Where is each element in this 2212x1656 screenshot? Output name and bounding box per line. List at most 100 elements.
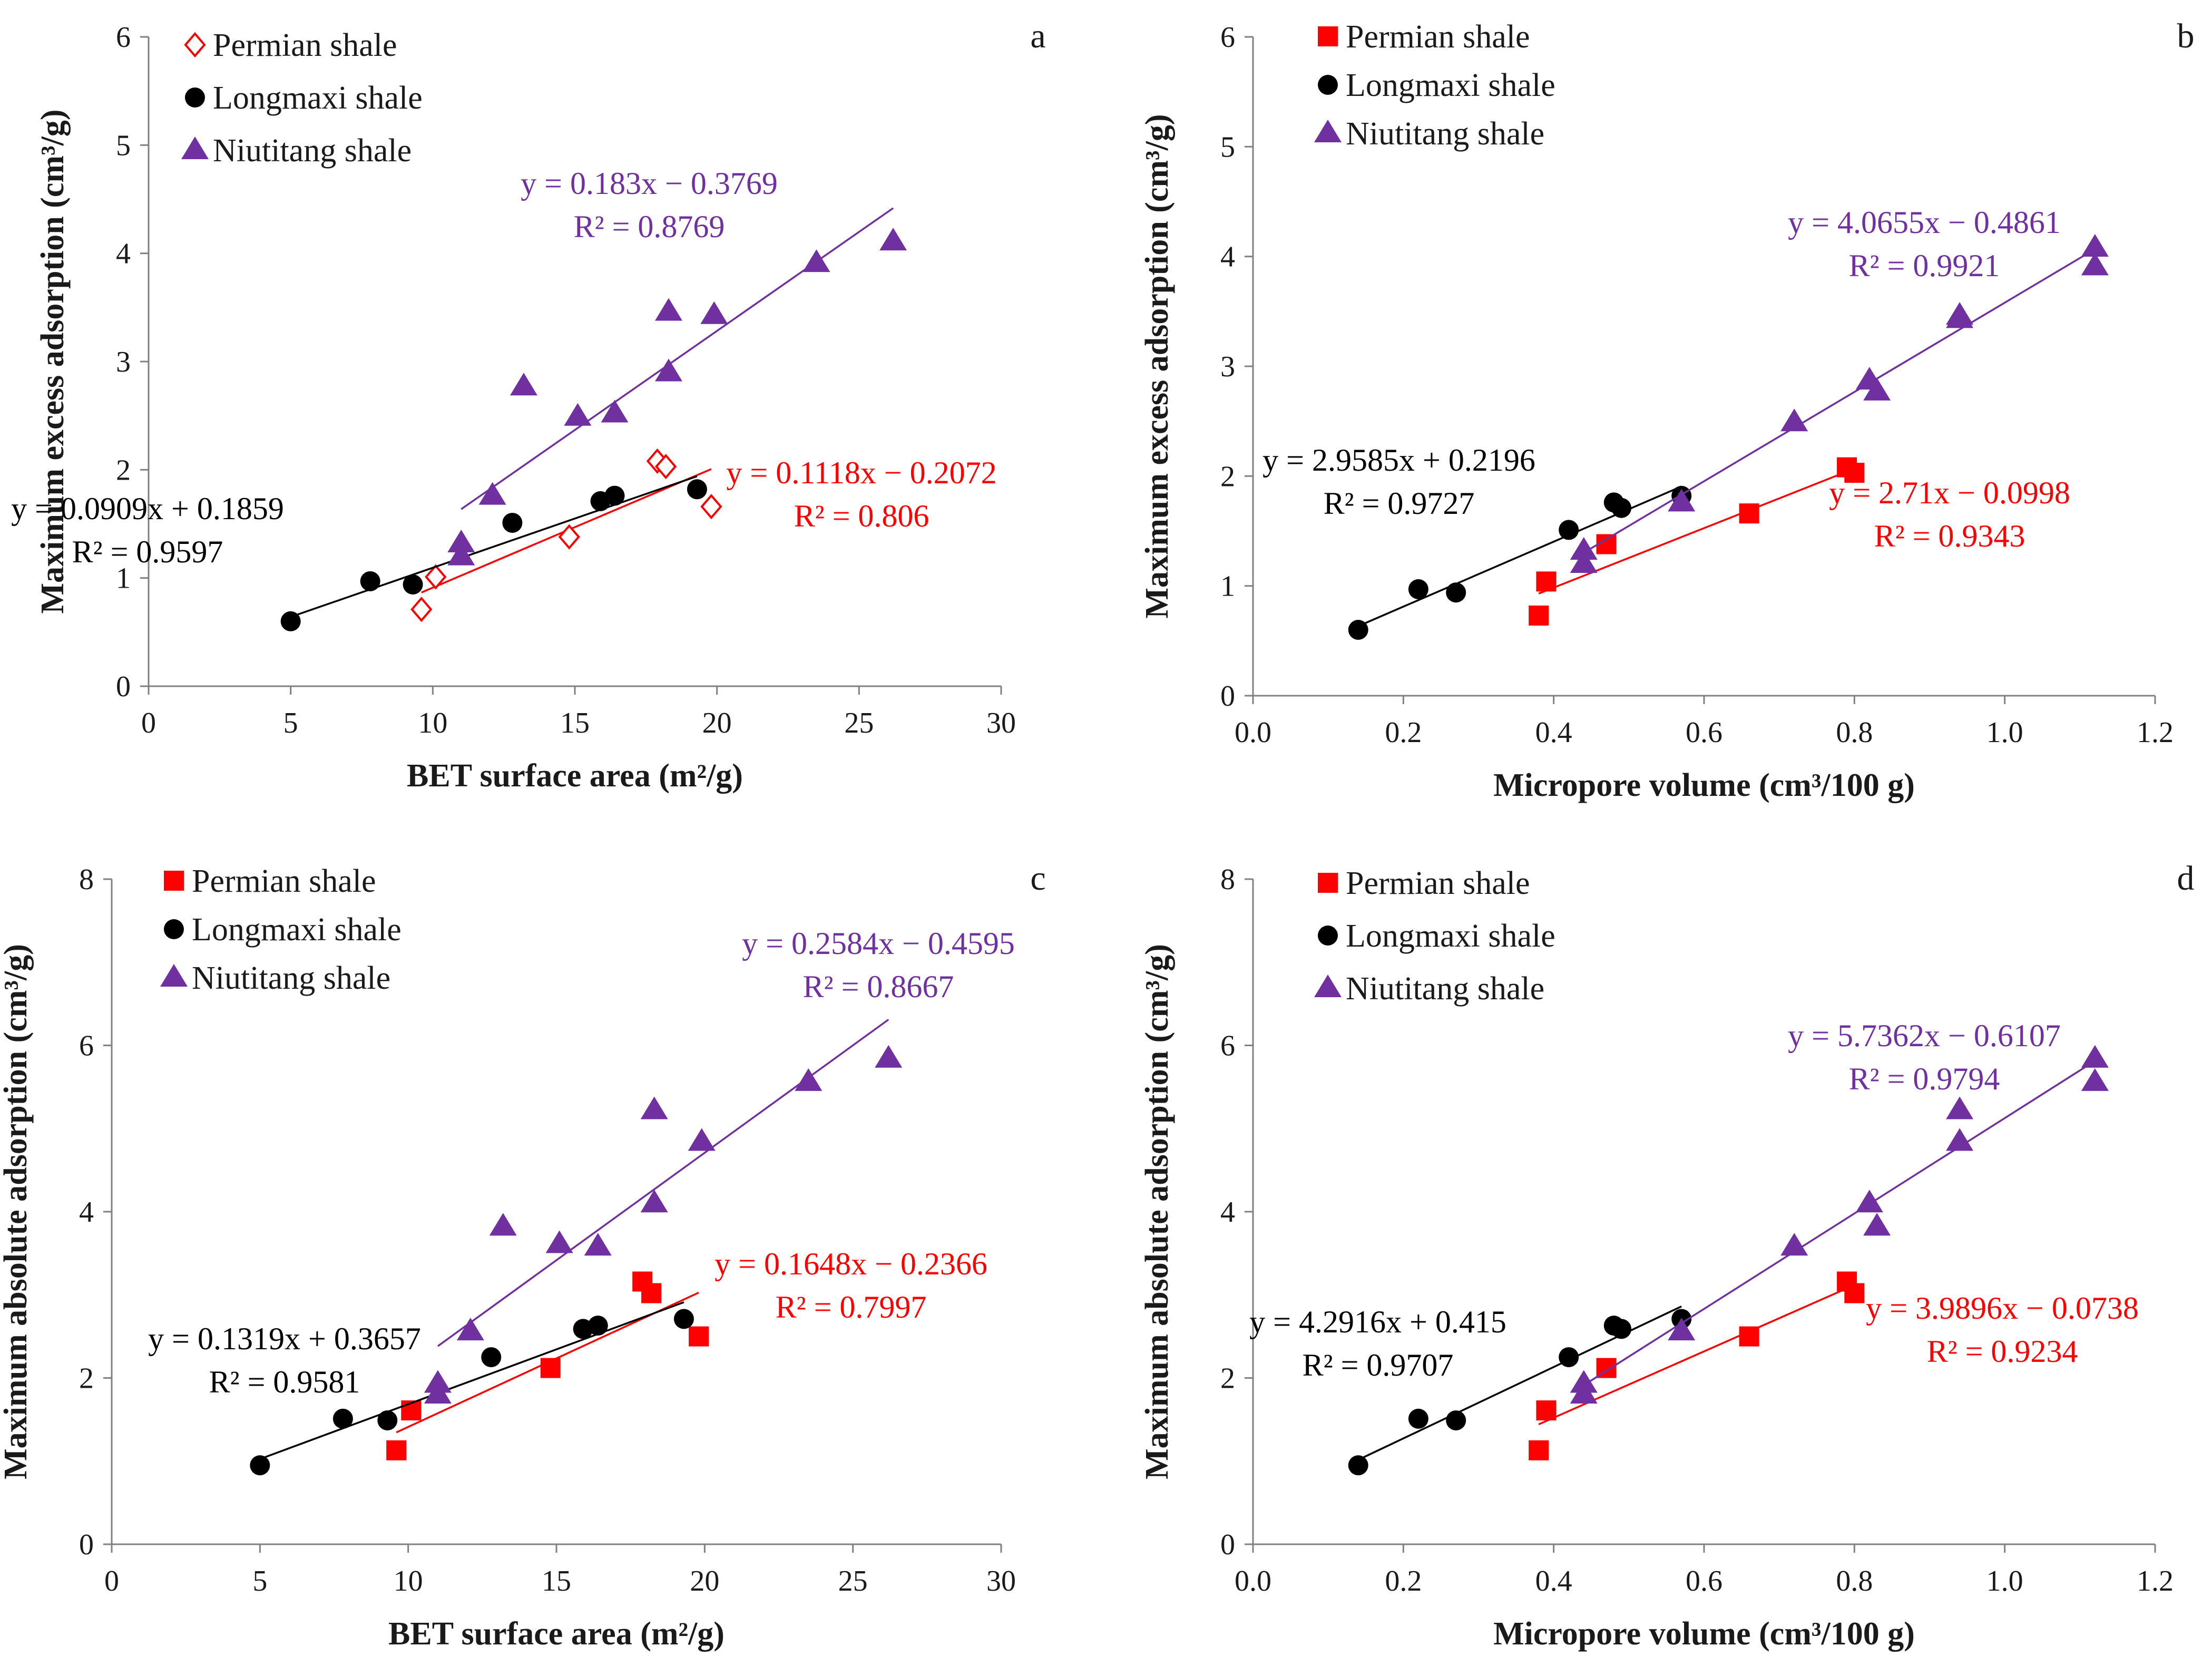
- legend-marker: [185, 87, 205, 108]
- y-tick-label: 4: [1220, 1196, 1235, 1229]
- fit-r-squared: R² = 0.806: [794, 499, 929, 533]
- data-point: [1946, 1096, 1974, 1119]
- x-tick-label: 0.2: [1385, 1565, 1422, 1597]
- y-tick-label: 5: [1220, 131, 1235, 163]
- y-tick-label: 0: [116, 670, 131, 703]
- y-tick-label: 3: [116, 346, 131, 378]
- data-point: [1536, 571, 1557, 592]
- fit-equation: y = 0.1648x − 0.2366: [715, 1246, 987, 1281]
- series-niutitang-shale: y = 0.2584x − 0.4595 R² = 0.8667: [424, 926, 1015, 1404]
- y-axis-label: Maximum excess adsorption (cm³/g): [1139, 114, 1175, 618]
- data-point: [502, 512, 523, 533]
- data-point: [489, 1213, 517, 1236]
- y-tick-label: 4: [116, 238, 131, 270]
- x-tick-label: 10: [418, 707, 447, 739]
- data-point: [588, 1316, 608, 1336]
- series-niutitang-shale: y = 5.7362x − 0.6107 R² = 0.9794: [1570, 1018, 2109, 1404]
- data-point: [425, 564, 447, 590]
- fit-equation: y = 5.7362x − 0.6107: [1788, 1018, 2061, 1053]
- y-axis-label: Maximum excess adsorption (cm³/g): [35, 109, 71, 613]
- x-tick-label: 0.6: [1686, 716, 1722, 749]
- data-point: [654, 358, 682, 382]
- data-point: [558, 524, 580, 550]
- fit-equation: y = 0.0909x + 0.1859: [11, 491, 284, 526]
- data-point: [1946, 1128, 1974, 1151]
- legend-marker: [1318, 75, 1338, 95]
- y-tick-label: 4: [1220, 241, 1235, 274]
- x-tick-label: 20: [690, 1565, 719, 1597]
- fit-r-squared: R² = 0.8667: [803, 969, 954, 1004]
- data-point: [360, 571, 380, 591]
- data-point: [879, 228, 907, 251]
- data-point: [540, 1358, 561, 1378]
- x-tick-label: 0: [104, 1565, 119, 1597]
- series-niutitang-shale: y = 0.183x − 0.3769 R² = 0.8769: [447, 166, 907, 566]
- series-permian-shale: y = 0.1648x − 0.2366 R² = 0.7997: [386, 1246, 987, 1460]
- data-point: [1529, 605, 1549, 626]
- legend-marker: [181, 137, 209, 159]
- data-point: [478, 482, 506, 505]
- legend-label: Niutitang shale: [1346, 971, 1544, 1007]
- y-tick-label: 3: [1220, 350, 1235, 383]
- fit-r-squared: R² = 0.9343: [1874, 519, 2025, 553]
- legend-label: Longmaxi shale: [1346, 918, 1555, 954]
- fit-r-squared: R² = 0.9794: [1849, 1061, 2000, 1096]
- data-point: [1570, 550, 1598, 573]
- data-point: [410, 597, 433, 622]
- panel-letter: b: [2177, 17, 2195, 55]
- data-point: [250, 1455, 270, 1476]
- x-axis-label: Micropore volume (cm³/100 g): [1493, 767, 1915, 803]
- fit-r-squared: R² = 0.7997: [776, 1290, 927, 1324]
- legend-marker: [160, 964, 188, 987]
- x-tick-label: 0.8: [1836, 716, 1873, 749]
- data-point: [654, 298, 682, 321]
- data-point: [1446, 1410, 1466, 1430]
- legend-label: Permian shale: [1346, 865, 1530, 901]
- data-point: [1739, 1326, 1759, 1347]
- x-tick-label: 25: [838, 1565, 868, 1597]
- y-tick-label: 8: [79, 863, 94, 896]
- data-point: [1348, 1455, 1368, 1476]
- x-tick-label: 0.4: [1535, 716, 1572, 749]
- y-tick-label: 5: [116, 129, 131, 162]
- x-tick-label: 1.2: [2137, 716, 2174, 749]
- x-tick-label: 0.8: [1836, 1565, 1873, 1597]
- data-point: [1863, 1213, 1891, 1236]
- y-tick-label: 2: [116, 454, 131, 486]
- legend-label: Permian shale: [192, 863, 376, 899]
- y-axis-label: Maximum absolute adsorption (cm³/g): [0, 944, 34, 1479]
- data-point: [1844, 463, 1865, 483]
- panel-letter: a: [1030, 17, 1045, 55]
- legend-marker: [164, 919, 184, 939]
- legend-label: Longmaxi shale: [1346, 67, 1555, 103]
- x-tick-label: 0.4: [1535, 1565, 1572, 1597]
- fit-equation: y = 3.9896x − 0.0738: [1866, 1291, 2139, 1326]
- data-point: [700, 301, 728, 324]
- data-point: [688, 1128, 716, 1151]
- data-point: [1780, 408, 1808, 432]
- fit-equation: y = 4.0655x − 0.4861: [1788, 205, 2061, 240]
- x-tick-label: 5: [252, 1565, 267, 1597]
- legend-marker: [1314, 120, 1342, 142]
- legend-marker: [1318, 873, 1338, 893]
- data-point: [332, 1408, 353, 1429]
- panel-letter: c: [1030, 859, 1045, 898]
- panel-c: 0 2 4 6 8 0 5 10 15 20 25 30 BET surface area (m²/g)…: [0, 859, 1046, 1652]
- legend-marker: [1318, 26, 1338, 46]
- data-point: [2081, 1045, 2109, 1068]
- x-axis-label: BET surface area (m²/g): [407, 758, 743, 794]
- x-tick-label: 0.6: [1686, 1565, 1722, 1597]
- data-point: [795, 1068, 823, 1091]
- series-longmaxi-shale: y = 4.2916x + 0.415 R² = 0.9707: [1249, 1304, 1692, 1476]
- fit-r-squared: R² = 0.9597: [72, 534, 223, 569]
- legend: Permian shale Longmaxi shale Niutitang sha…: [181, 27, 423, 169]
- y-tick-label: 1: [116, 562, 131, 595]
- fit-equation: y = 2.71x − 0.0998: [1829, 475, 2070, 510]
- data-point: [1446, 582, 1466, 603]
- x-tick-label: 30: [986, 1565, 1016, 1597]
- fit-r-squared: R² = 0.8769: [574, 209, 725, 244]
- legend-marker: [184, 32, 206, 58]
- y-axis-label: Maximum absolute adsorption (cm³/g): [1139, 944, 1175, 1479]
- x-tick-label: 1.0: [1986, 1565, 2023, 1597]
